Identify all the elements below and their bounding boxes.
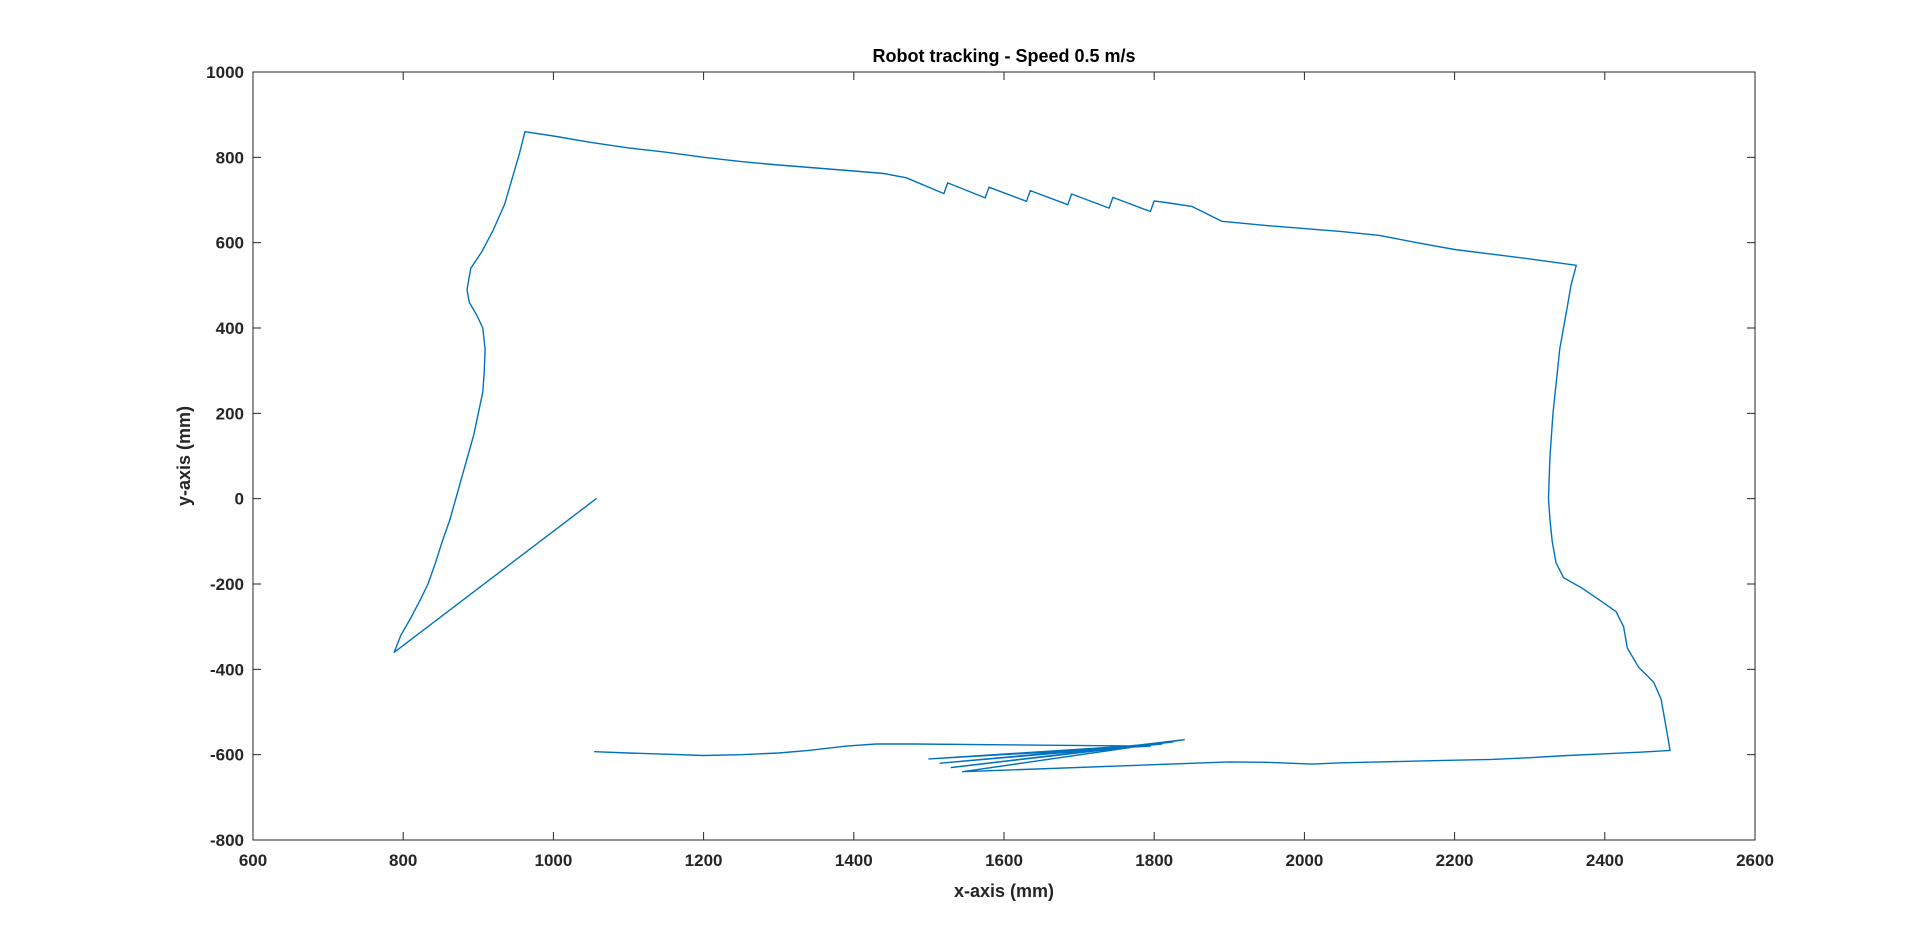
y-tick-label: 400 [216, 319, 244, 338]
x-tick-label: 1600 [985, 851, 1023, 870]
x-tick-label: 1200 [685, 851, 723, 870]
y-axis-ticks: -800 -600 -400 -200 0 200 400 600 800 1000 [206, 63, 1755, 850]
y-tick-label: -200 [210, 575, 244, 594]
x-tick-label: 600 [239, 851, 267, 870]
x-tick-label: 1800 [1135, 851, 1173, 870]
y-tick-label: 0 [235, 490, 244, 509]
y-tick-label: 1000 [206, 63, 244, 82]
x-tick-label: 2600 [1736, 851, 1774, 870]
x-tick-label: 2400 [1586, 851, 1624, 870]
y-tick-label: 600 [216, 234, 244, 253]
trajectory-line [393, 131, 1671, 773]
y-tick-label: -400 [210, 660, 244, 679]
x-tick-label: 1000 [534, 851, 572, 870]
y-tick-label: 800 [216, 148, 244, 167]
y-tick-label: -600 [210, 746, 244, 765]
plot-area [253, 72, 1755, 840]
x-axis-label: x-axis (mm) [954, 881, 1054, 901]
x-tick-label: 2000 [1285, 851, 1323, 870]
x-tick-label: 2200 [1436, 851, 1474, 870]
y-tick-label: 200 [216, 404, 244, 423]
x-tick-label: 800 [389, 851, 417, 870]
x-tick-label: 1400 [835, 851, 873, 870]
chart-title: Robot tracking - Speed 0.5 m/s [872, 46, 1135, 66]
y-tick-label: -800 [210, 831, 244, 850]
y-axis-label: y-axis (mm) [174, 406, 194, 506]
x-axis-ticks: 600 800 1000 1200 1400 1600 1800 2000 2200 2400 26… [239, 72, 1774, 870]
